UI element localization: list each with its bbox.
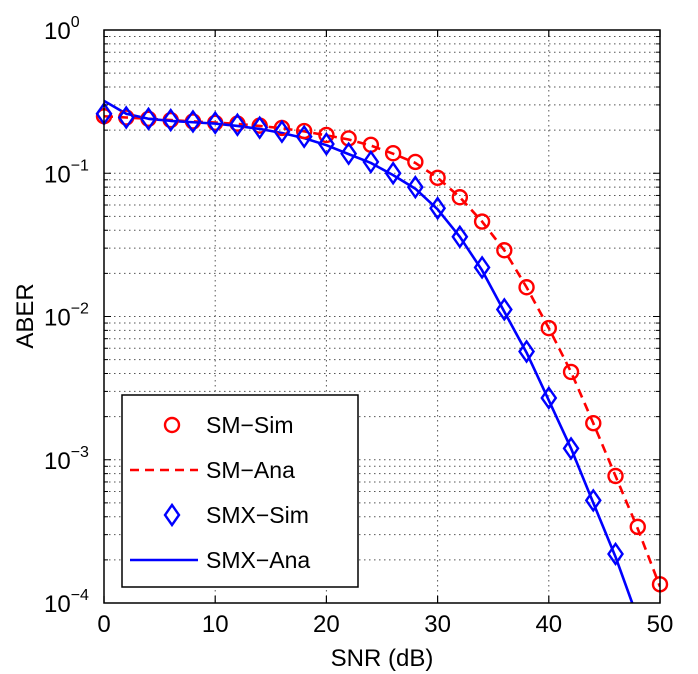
legend-smx-ana-label: SMX−Ana: [206, 547, 310, 573]
y-tick-label: 10−2: [44, 301, 89, 332]
legend-smx-sim-label: SMX−Sim: [206, 502, 309, 528]
smx-sim-point: [295, 124, 313, 149]
sm-sim-point: [451, 189, 469, 206]
smx-sim-point: [317, 131, 335, 157]
smx-sim-point: [140, 106, 157, 131]
x-tick-label: 0: [97, 611, 110, 638]
smx-sim-point: [540, 385, 558, 411]
x-tick-label: 10: [202, 611, 229, 638]
smx-sim-point: [228, 112, 246, 137]
x-tick-label: 30: [424, 611, 451, 638]
y-axis-label: ABER: [12, 283, 39, 348]
smx-sim-point: [607, 541, 624, 567]
smx-sim-point: [584, 488, 602, 513]
sm-sim-point: [496, 242, 513, 259]
smx-sim-point: [384, 161, 402, 186]
sm-sim-point: [518, 279, 535, 296]
y-tick-label: 10−1: [44, 157, 89, 188]
sm-sim-point: [473, 213, 491, 230]
y-tick-exponent: −3: [71, 444, 89, 461]
sm-sim-point: [318, 126, 335, 144]
smx-sim-point: [162, 108, 180, 133]
y-tick-exponent: 0: [71, 14, 80, 31]
y-tick-label: 100: [44, 14, 80, 45]
legend-box: [121, 394, 359, 588]
y-tick-exponent: −2: [71, 301, 89, 318]
smx-sim-point: [117, 105, 135, 130]
y-tick-base: 10: [44, 161, 71, 188]
x-tick-label: 40: [535, 611, 562, 638]
smx-sim-point: [406, 175, 424, 200]
smx-sim-point: [562, 436, 580, 461]
sm-sim-point: [384, 145, 402, 162]
smx-sim-point: [473, 255, 491, 280]
smx-sim-point: [251, 115, 269, 140]
legend: SM−Sim SM−Ana SMX−Sim SMX−Ana: [121, 394, 359, 588]
legend-smx-sim-symbol: [163, 502, 181, 528]
smx-ana-line: [104, 99, 634, 603]
smx-sim-point: [429, 196, 447, 221]
smx-sim-point: [451, 224, 469, 249]
sm-sim-point: [607, 467, 624, 485]
y-tick-base: 10: [44, 448, 71, 475]
y-tick-base: 10: [44, 305, 71, 332]
sm-sim-point: [562, 363, 580, 381]
smx-sim-point: [495, 297, 513, 322]
legend-sm-sim-label: SM−Sim: [206, 412, 294, 438]
smx-sim-point: [206, 110, 224, 135]
sm-sim-point: [540, 319, 557, 337]
smx-sim-point: [184, 109, 202, 134]
legend-sm-ana-label: SM−Ana: [206, 457, 295, 483]
y-tick-base: 10: [44, 591, 71, 618]
y-tick-label: 10−3: [44, 444, 89, 475]
grid-lines: [104, 30, 660, 603]
y-tick-base: 10: [44, 18, 71, 45]
smx-sim-point: [518, 339, 536, 364]
x-axis-label: SNR (dB): [331, 645, 434, 672]
smx-sim-point: [362, 149, 380, 174]
sm-sim-point: [407, 153, 424, 171]
sm-sim-point: [429, 169, 446, 186]
sm-sim-point: [585, 414, 602, 432]
x-tick-label: 50: [647, 611, 674, 638]
y-tick-exponent: −1: [71, 157, 89, 174]
legend-sm-sim-symbol: [163, 416, 181, 434]
smx-sim-point: [273, 119, 291, 144]
sm-sim-point: [295, 122, 313, 140]
x-tick-label: 20: [313, 611, 340, 638]
sm-sim-point: [629, 518, 646, 536]
smx-sim-point: [340, 141, 358, 166]
y-tick-exponent: −4: [71, 587, 89, 604]
y-tick-label: 10−4: [44, 587, 89, 618]
